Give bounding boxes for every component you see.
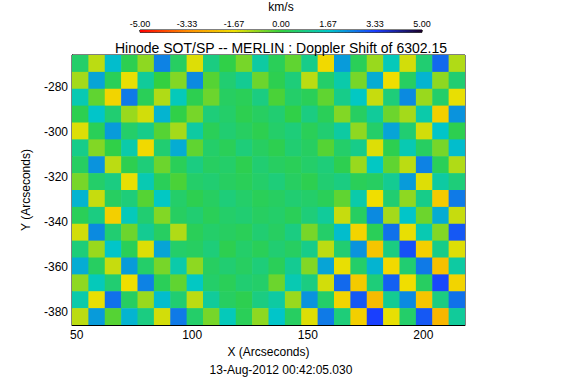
svg-text:5.00: 5.00	[413, 19, 431, 29]
svg-text:50: 50	[70, 328, 84, 342]
svg-text:-5.00: -5.00	[130, 19, 151, 29]
svg-text:-320: -320	[44, 170, 68, 184]
svg-text:Y (Arcseconds): Y (Arcseconds)	[19, 149, 33, 231]
svg-text:1.67: 1.67	[319, 19, 337, 29]
svg-text:-280: -280	[44, 80, 68, 94]
svg-text:3.33: 3.33	[366, 19, 384, 29]
svg-text:X (Arcseconds): X (Arcseconds)	[227, 345, 309, 359]
svg-text:-300: -300	[44, 125, 68, 139]
svg-text:km/s: km/s	[268, 0, 293, 14]
svg-text:13-Aug-2012 00:42:05.030: 13-Aug-2012 00:42:05.030	[210, 363, 353, 377]
svg-text:Hinode SOT/SP -- MERLIN : Dopp: Hinode SOT/SP -- MERLIN : Doppler Shift …	[115, 40, 447, 56]
svg-text:150: 150	[298, 328, 318, 342]
svg-text:-340: -340	[44, 215, 68, 229]
svg-text:-360: -360	[44, 260, 68, 274]
svg-text:0.00: 0.00	[272, 19, 290, 29]
svg-text:-380: -380	[44, 305, 68, 319]
svg-text:200: 200	[413, 328, 433, 342]
svg-text:-1.67: -1.67	[224, 19, 245, 29]
svg-text:-3.33: -3.33	[177, 19, 198, 29]
svg-text:100: 100	[182, 328, 202, 342]
